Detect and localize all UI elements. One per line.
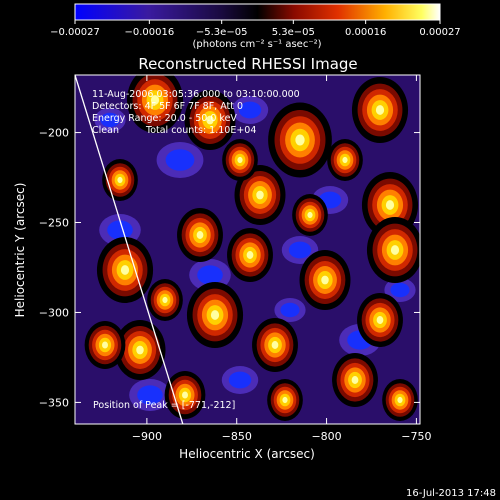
intensity-high-blob <box>102 341 108 349</box>
plot-frame <box>74 74 421 425</box>
intensity-high-blob <box>375 105 385 115</box>
intensity-high-blob <box>271 341 279 349</box>
intensity-low-core <box>197 265 223 285</box>
intensity-high-blob <box>397 396 403 404</box>
colorbar-tick-label: −0.00016 <box>124 27 174 38</box>
intensity-high-blob <box>385 200 395 210</box>
intensity-low-core <box>228 371 252 389</box>
intensity-low-core <box>390 282 410 298</box>
intensity-high-blob <box>390 245 400 255</box>
intensity-high-blob <box>307 211 313 219</box>
annotation-energy: Energy Range: 20.0 - 50.0 keV <box>92 113 237 124</box>
intensity-high-blob <box>206 115 214 125</box>
annotation-counts: Total counts: 1.10E+04 <box>145 125 256 136</box>
y-tick-label: −250 <box>39 217 69 230</box>
y-tick-label: −350 <box>39 396 69 409</box>
y-tick-label: −200 <box>39 127 69 140</box>
intensity-high-blob <box>117 176 123 184</box>
intensity-high-blob <box>210 310 220 320</box>
colorbar <box>74 3 441 21</box>
annotation-detectors: Detectors: 4F 5F 6F 7F 8F, Att 0 <box>92 101 243 112</box>
colorbar-tick-label: 0.00016 <box>345 27 386 38</box>
chart-title: Reconstructed RHESSI Image <box>138 55 357 73</box>
colorbar-tick-label: 0.00027 <box>419 27 460 38</box>
colorbar-ticks: −0.00027 −0.00016 −5.3e−05 5.3e−05 0.00016 0.… <box>50 20 461 38</box>
heatmap-area <box>75 75 420 424</box>
intensity-high-blob <box>256 190 264 200</box>
intensity-high-blob <box>237 156 243 164</box>
solar-limb-line <box>75 75 184 424</box>
intensity-low-core <box>280 302 300 318</box>
intensity-high-blob <box>321 275 329 285</box>
x-axis: −900 −850 −800 −750 <box>132 75 432 443</box>
x-axis-label: Heliocentric X (arcsec) <box>179 447 315 461</box>
intensity-low-core <box>137 385 163 405</box>
intensity-high-blob <box>282 396 288 404</box>
y-tick-label: −300 <box>39 306 69 319</box>
intensity-high-blob <box>196 231 204 239</box>
colorbar-tick-label: −0.00027 <box>50 27 100 38</box>
x-tick-label: −850 <box>222 430 252 443</box>
intensity-low-core <box>238 101 262 119</box>
x-tick-label: −800 <box>311 430 341 443</box>
intensity-high-blob <box>182 391 188 399</box>
annotation-method: Clean <box>92 125 119 136</box>
intensity-high-blob <box>162 296 168 304</box>
annotation-peak: Position of Peak = [-771,-212] <box>93 400 235 411</box>
x-tick-label: −900 <box>132 430 162 443</box>
intensity-high-blob <box>342 156 348 164</box>
intensity-high-blob <box>351 376 359 384</box>
colorbar-tick-label: −5.3e−05 <box>196 27 248 38</box>
y-axis-label: Heliocentric Y (arcsec) <box>13 183 27 318</box>
x-tick-label: −750 <box>401 430 431 443</box>
intensity-low-core <box>165 149 195 171</box>
y-axis: −350 −300 −250 −200 <box>39 127 420 409</box>
intensity-high-blob <box>246 251 254 259</box>
intensity-high-blob <box>295 134 305 146</box>
intensity-high-blob <box>120 265 130 275</box>
colorbar-unit-label: (photons cm⁻² s⁻¹ asec⁻²) <box>192 39 321 50</box>
intensity-high-blob <box>150 95 160 105</box>
intensity-low-core <box>100 112 120 128</box>
colorbar-tick-label: 5.3e−05 <box>272 27 315 38</box>
intensity-high-blob <box>376 316 384 324</box>
annotation-time-range: 11-Aug-2006 03:05:36.000 to 03:10:00.000 <box>92 89 300 100</box>
intensity-high-blob <box>136 345 144 355</box>
intensity-low-core <box>107 220 133 240</box>
intensity-low-core <box>288 241 312 259</box>
footer-timestamp: 16-Jul-2013 17:48 <box>406 488 496 499</box>
